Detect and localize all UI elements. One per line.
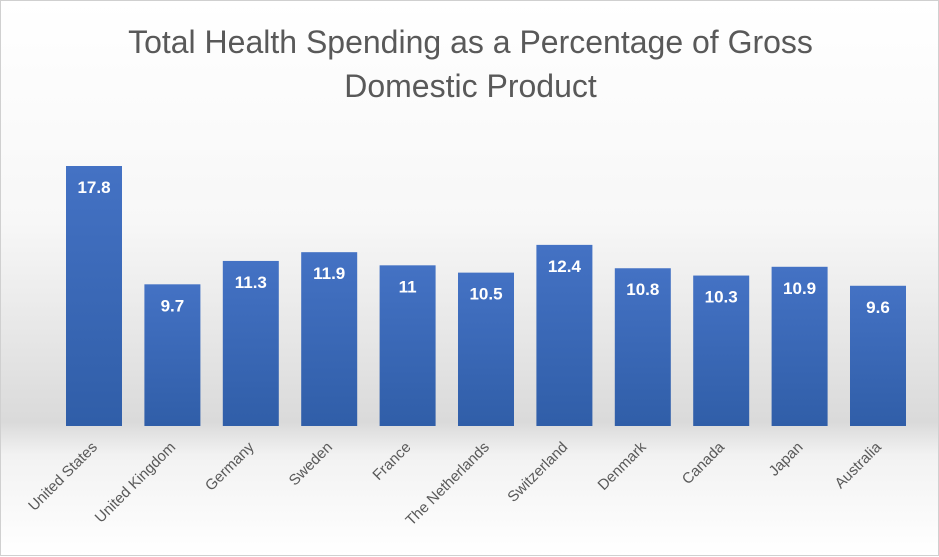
chart-title-line-2: Domestic Product bbox=[344, 68, 597, 104]
data-label: 9.6 bbox=[866, 298, 890, 317]
category-label: Japan bbox=[766, 439, 807, 480]
data-label: 9.7 bbox=[161, 296, 185, 315]
category-label: Switzerland bbox=[504, 439, 571, 506]
data-label: 17.8 bbox=[77, 178, 110, 197]
data-label: 10.8 bbox=[626, 280, 659, 299]
data-label: 10.5 bbox=[469, 285, 502, 304]
category-label: Germany bbox=[202, 438, 258, 494]
category-label: United Kingdom bbox=[92, 439, 179, 526]
category-label: The Netherlands bbox=[402, 439, 492, 529]
category-label: Denmark bbox=[595, 438, 650, 493]
data-label: 11.3 bbox=[235, 273, 267, 292]
data-label: 10.9 bbox=[783, 279, 816, 298]
category-label: United States bbox=[25, 439, 101, 515]
bar-canada bbox=[693, 275, 750, 426]
bar-switzerland bbox=[536, 244, 593, 426]
data-label: 10.3 bbox=[705, 288, 738, 307]
bar-united-kingdom bbox=[144, 284, 201, 426]
data-label: 12.4 bbox=[548, 257, 582, 276]
category-label: Australia bbox=[832, 438, 886, 492]
bar-australia bbox=[850, 285, 906, 426]
data-label: 11.9 bbox=[313, 264, 345, 283]
bar-the-netherlands bbox=[458, 272, 514, 426]
bar-denmark bbox=[614, 268, 671, 426]
bar-france bbox=[379, 265, 436, 426]
bar-sweden bbox=[301, 252, 358, 426]
bar-japan bbox=[771, 266, 828, 426]
category-label: France bbox=[369, 439, 414, 484]
chart-title-line-1: Total Health Spending as a Percentage of… bbox=[128, 24, 813, 60]
category-label: Sweden bbox=[286, 439, 336, 489]
bar-germany bbox=[222, 260, 279, 426]
data-label: 11 bbox=[399, 277, 417, 296]
bar-united-states bbox=[66, 166, 122, 426]
category-label: Canada bbox=[679, 438, 729, 488]
